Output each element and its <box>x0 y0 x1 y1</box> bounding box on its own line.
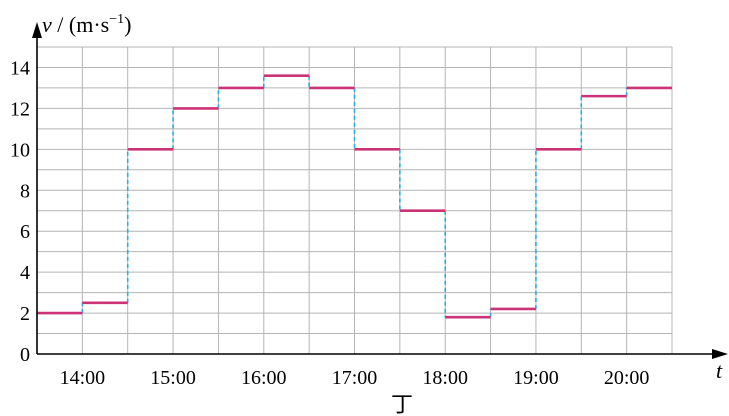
x-axis-arrow <box>712 349 728 359</box>
y-tick-label: 14 <box>10 57 30 79</box>
y-axis-label-unit: (m·s <box>69 12 109 37</box>
x-tick-label: 19:00 <box>513 367 559 389</box>
x-tick-label: 20:00 <box>604 367 650 389</box>
x-tick-label: 16:00 <box>241 367 287 389</box>
axes <box>32 22 728 359</box>
y-axis-arrow <box>32 22 42 38</box>
y-tick-label: 6 <box>20 221 30 243</box>
x-axis-label: t <box>716 358 723 383</box>
y-tick-label: 0 <box>20 344 30 366</box>
y-axis-label-close: ) <box>124 12 131 37</box>
tick-labels: 0 2 4 6 8 10 12 14 14:00 15:00 16:00 17:00 18:00 19:0… <box>10 57 649 389</box>
y-tick-label: 4 <box>20 262 30 284</box>
x-tick-label: 15:00 <box>150 367 196 389</box>
y-tick-label: 12 <box>10 98 30 120</box>
x-tick-label: 14:00 <box>60 367 106 389</box>
y-axis-label-variable: v <box>42 12 52 37</box>
y-tick-label: 2 <box>20 303 30 325</box>
figure-caption: 丁 <box>391 392 413 416</box>
x-tick-label: 18:00 <box>422 367 468 389</box>
y-axis-label-exponent: −1 <box>109 12 124 27</box>
y-tick-label: 10 <box>10 139 30 161</box>
y-axis-label: v / (m·s−1) <box>42 12 131 37</box>
step-series <box>37 74 672 319</box>
grid <box>37 46 673 354</box>
x-tick-label: 17:00 <box>332 367 378 389</box>
step-connectors <box>81 75 628 318</box>
y-tick-label: 8 <box>20 180 30 202</box>
y-axis-label-separator: / <box>52 12 69 37</box>
